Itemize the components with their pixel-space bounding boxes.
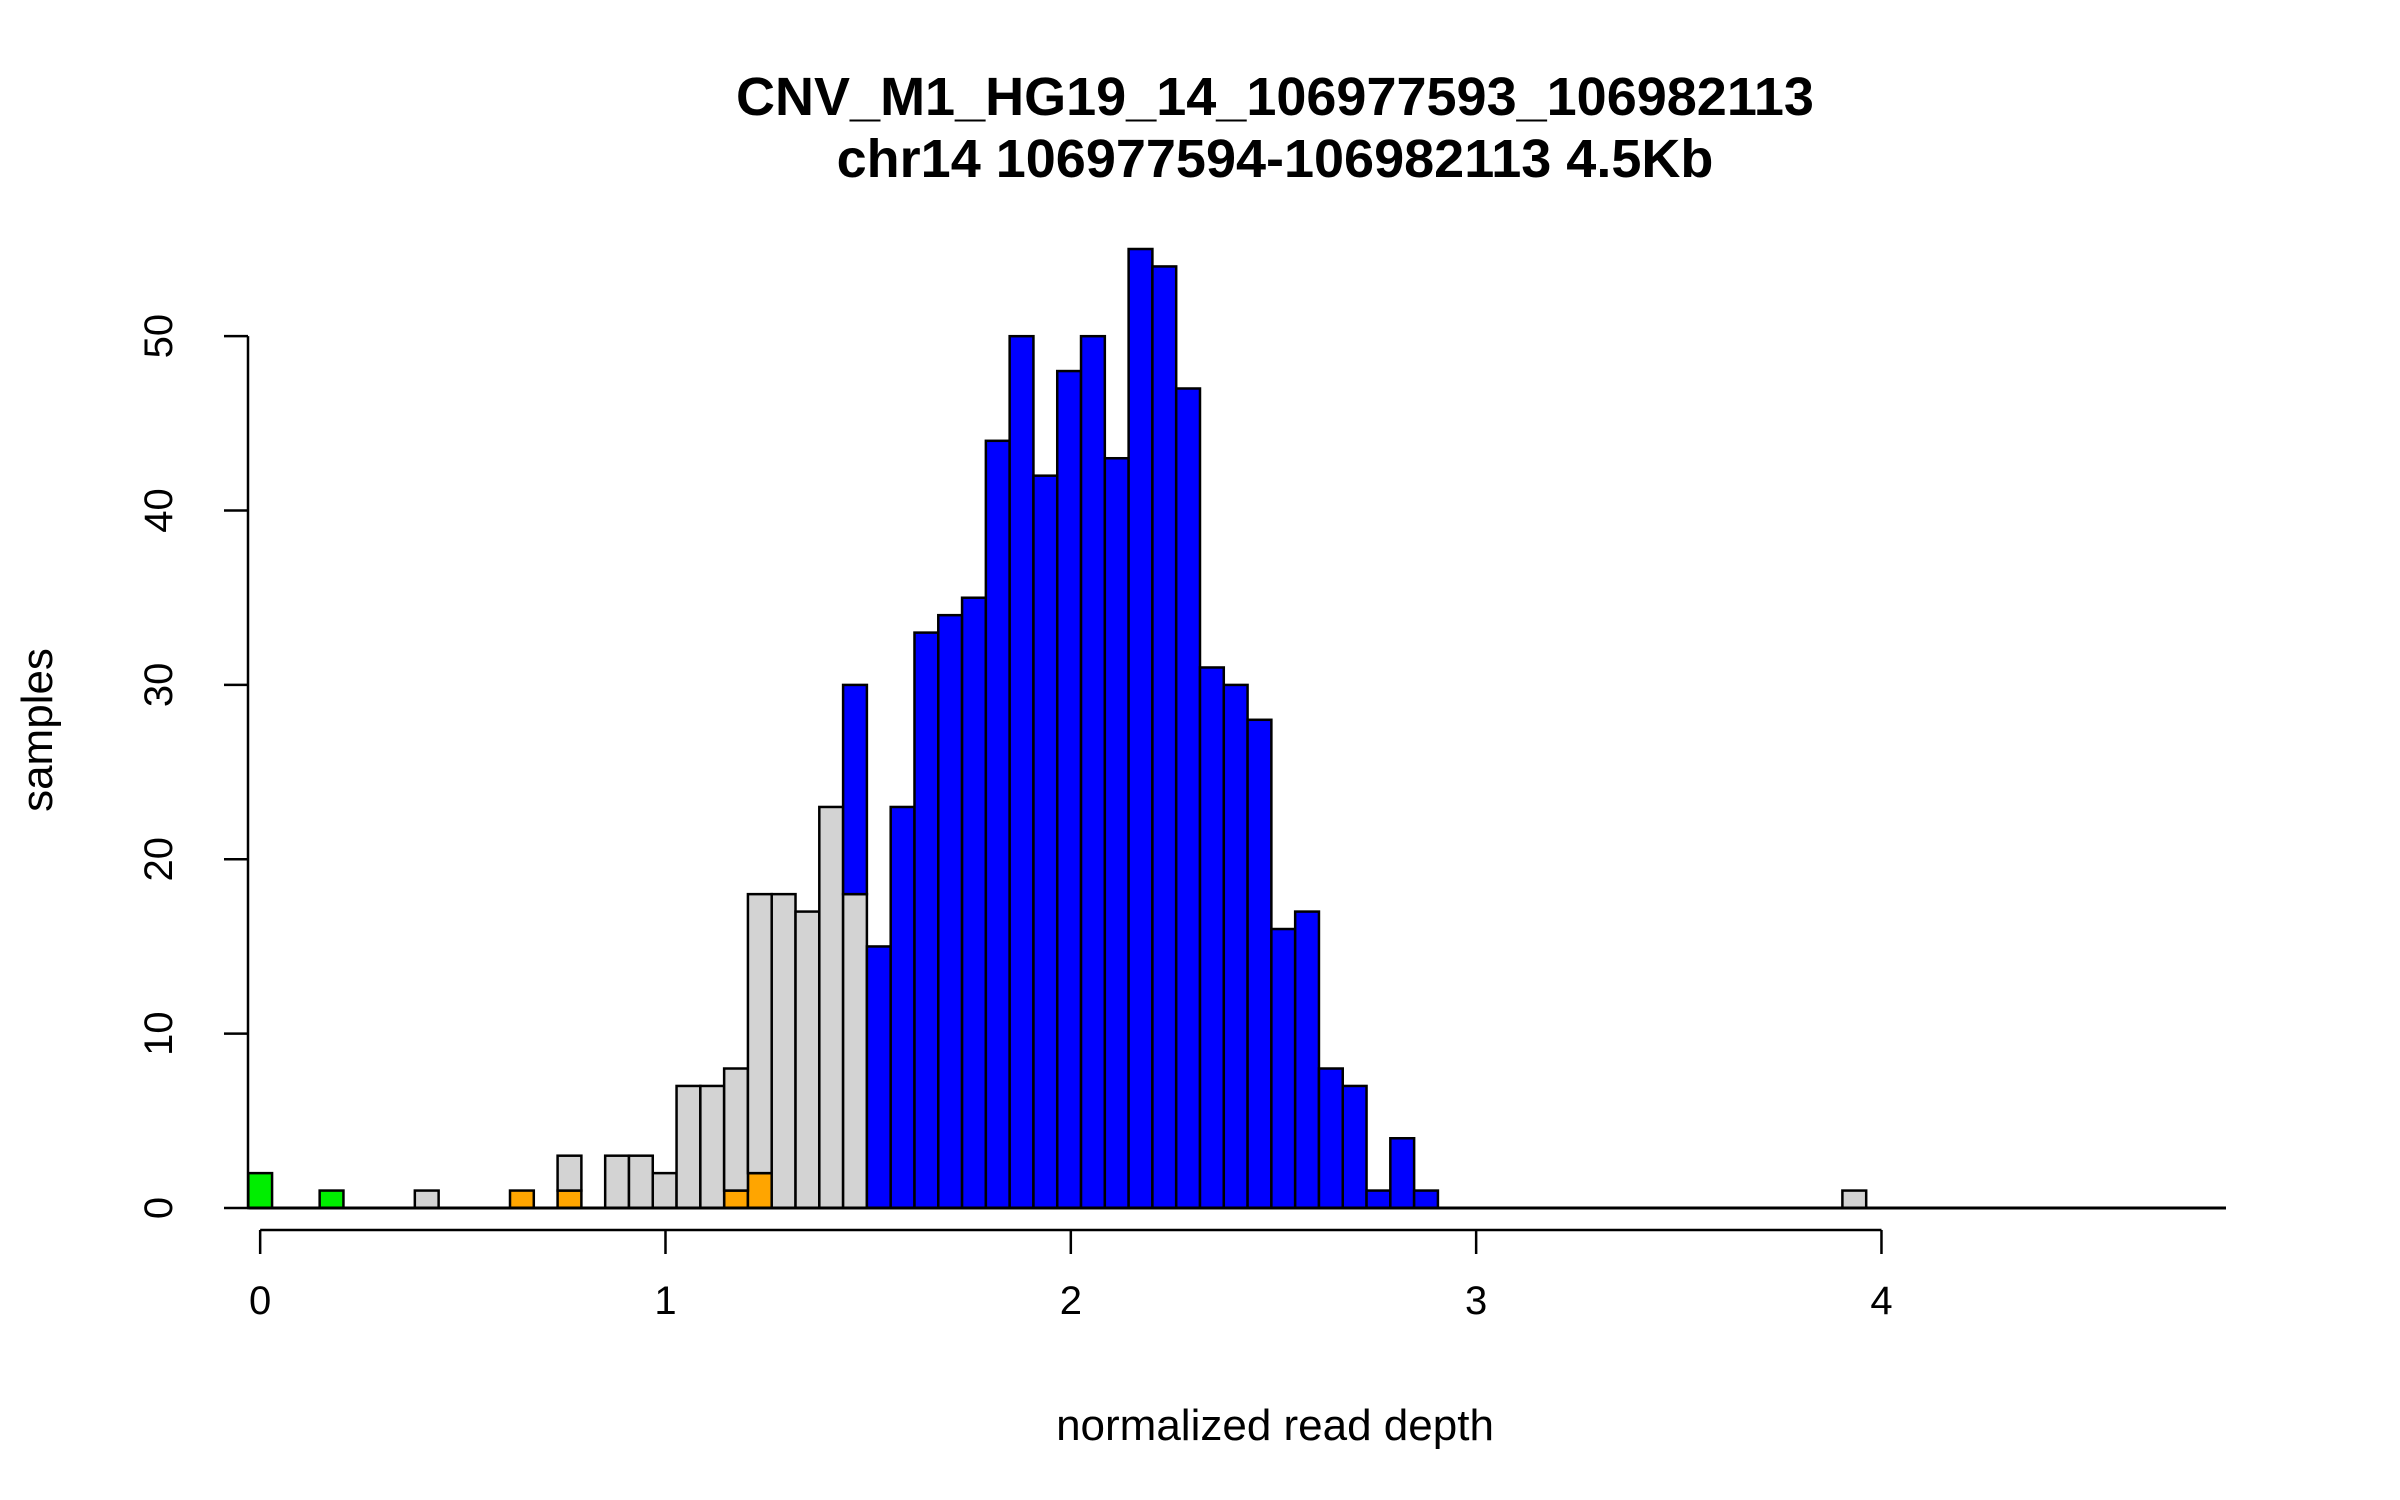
bar-gray-bin-24 — [818, 805, 845, 1210]
x-tick-label-0: 0 — [249, 1279, 271, 1323]
bar-gray-bin-21 — [746, 892, 773, 1175]
bar-blue-bin-27 — [889, 805, 916, 1210]
bar-gray-bin-13 — [556, 1154, 583, 1192]
bar-blue-bin-46 — [1341, 1084, 1368, 1210]
bar-orange-bin-11 — [508, 1189, 536, 1210]
chart-subtitle: chr14 106977594-106982113 4.5Kb — [837, 129, 1714, 189]
x-tick-label-2: 2 — [1060, 1279, 1082, 1323]
bar-gray-bin-18 — [675, 1084, 702, 1210]
bar-blue-bin-36 — [1103, 456, 1130, 1210]
bar-blue-bin-32 — [1008, 334, 1035, 1210]
x-tick-label-4: 4 — [1870, 1279, 1892, 1323]
bar-gray-bin-25 — [841, 892, 869, 1210]
bar-gray-bin-15 — [603, 1154, 631, 1210]
y-tick-label-10: 10 — [137, 1011, 181, 1056]
bar-blue-bin-35 — [1079, 334, 1107, 1210]
bar-blue-bin-44 — [1293, 910, 1321, 1210]
chart-title: CNV_M1_HG19_14_106977593_106982113 — [736, 67, 1814, 127]
bar-blue-bin-37 — [1127, 247, 1154, 1210]
y-tick-label-0: 0 — [137, 1197, 181, 1219]
bar-blue-bin-39 — [1174, 387, 1202, 1210]
bar-blue-bin-48 — [1389, 1137, 1416, 1210]
bar-green-bin-3 — [318, 1189, 345, 1210]
bar-blue-bin-34 — [1055, 369, 1083, 1210]
bar-gray-bin-67 — [1841, 1189, 1868, 1210]
y-tick-label-20: 20 — [137, 837, 181, 882]
bar-blue-bin-42 — [1246, 718, 1273, 1210]
bar-blue-bin-25 — [841, 683, 869, 896]
bar-blue-bin-30 — [960, 596, 988, 1210]
bar-gray-bin-16 — [627, 1154, 655, 1210]
bar-blue-bin-49 — [1412, 1189, 1440, 1210]
bar-gray-bin-7 — [413, 1189, 440, 1210]
bar-blue-bin-29 — [937, 613, 964, 1210]
bar-gray-bin-20 — [722, 1067, 750, 1192]
bar-blue-bin-41 — [1222, 683, 1249, 1210]
bar-blue-bin-33 — [1032, 474, 1059, 1210]
bar-gray-bin-23 — [794, 910, 821, 1210]
bar-blue-bin-31 — [984, 439, 1011, 1210]
bar-gray-bin-19 — [699, 1084, 726, 1210]
bar-blue-bin-40 — [1198, 666, 1226, 1210]
bar-blue-bin-45 — [1317, 1067, 1345, 1210]
bar-orange-bin-13 — [556, 1189, 583, 1210]
bar-blue-bin-26 — [865, 945, 892, 1210]
x-tick-label-3: 3 — [1465, 1279, 1487, 1323]
y-axis: 0 10 20 30 40 50 — [137, 314, 250, 1219]
bar-gray-bin-22 — [770, 892, 797, 1210]
x-tick-label-1: 1 — [654, 1279, 676, 1323]
y-tick-label-40: 40 — [137, 488, 181, 532]
bar-green-bin-0 — [247, 1171, 274, 1210]
y-axis-label: samples — [13, 648, 62, 812]
bar-orange-bin-21 — [746, 1171, 773, 1210]
bar-blue-bin-38 — [1151, 265, 1178, 1210]
x-axis: 0 1 2 3 4 — [249, 1228, 1893, 1323]
x-axis-label: normalized read depth — [1056, 1401, 1494, 1450]
bars-group — [247, 247, 2226, 1210]
bar-orange-bin-20 — [722, 1189, 750, 1210]
bar-blue-bin-28 — [913, 631, 940, 1210]
bar-blue-bin-43 — [1270, 927, 1297, 1210]
bar-gray-bin-17 — [651, 1171, 678, 1210]
y-tick-label-30: 30 — [137, 663, 181, 708]
y-tick-label-50: 50 — [137, 314, 181, 359]
bar-blue-bin-47 — [1365, 1189, 1392, 1210]
